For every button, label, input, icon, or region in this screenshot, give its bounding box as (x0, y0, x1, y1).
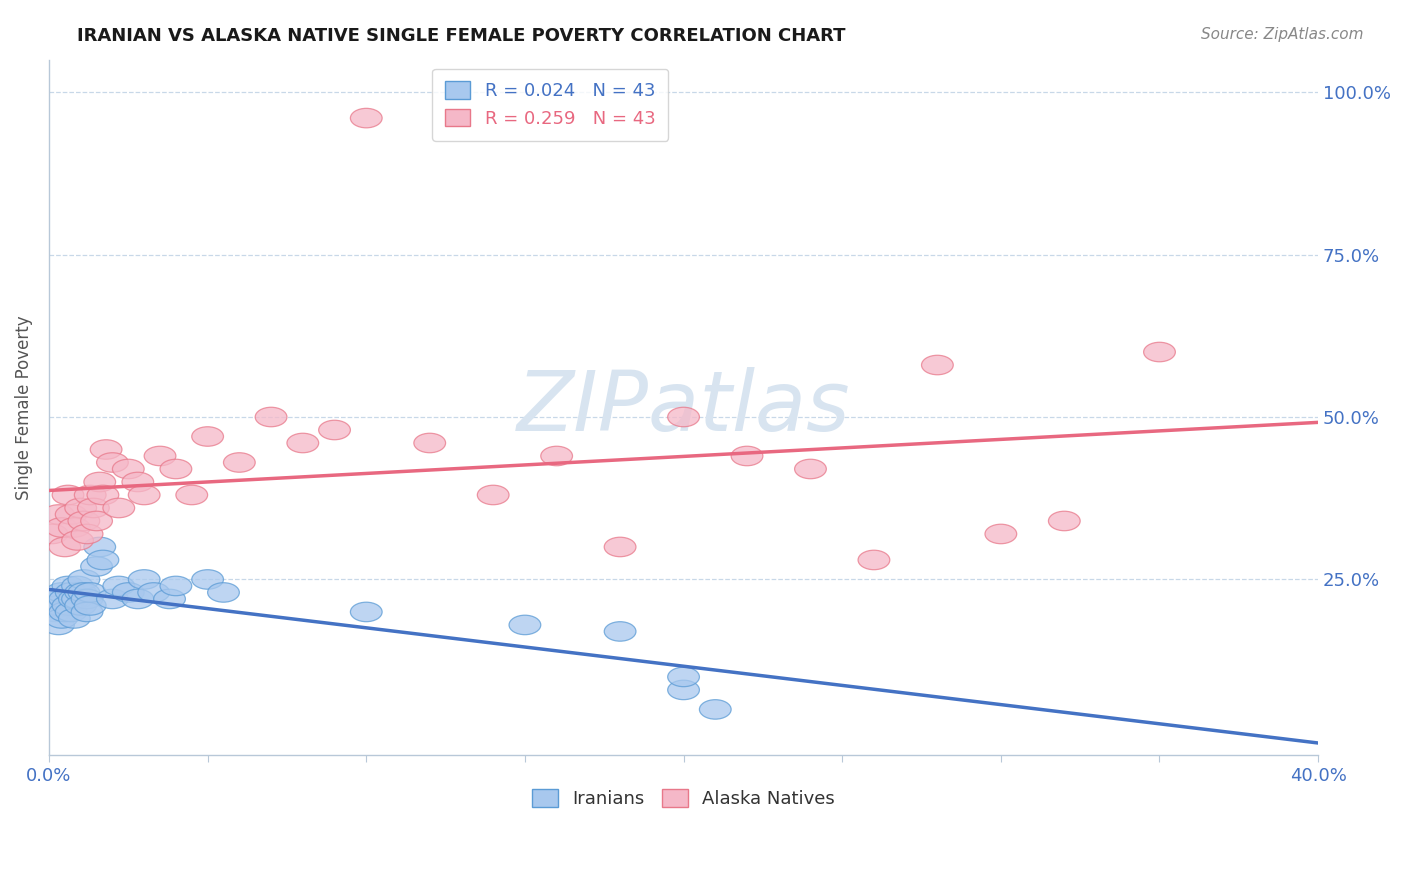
Ellipse shape (256, 408, 287, 426)
Ellipse shape (52, 576, 84, 596)
Ellipse shape (77, 499, 110, 517)
Ellipse shape (986, 524, 1017, 544)
Ellipse shape (75, 582, 105, 602)
Ellipse shape (87, 485, 118, 505)
Ellipse shape (208, 582, 239, 602)
Ellipse shape (49, 590, 80, 608)
Ellipse shape (794, 459, 827, 479)
Ellipse shape (42, 596, 75, 615)
Ellipse shape (72, 602, 103, 622)
Ellipse shape (731, 446, 763, 466)
Ellipse shape (72, 524, 103, 544)
Ellipse shape (122, 472, 153, 491)
Ellipse shape (84, 472, 115, 491)
Y-axis label: Single Female Poverty: Single Female Poverty (15, 315, 32, 500)
Ellipse shape (80, 557, 112, 576)
Ellipse shape (52, 596, 84, 615)
Ellipse shape (858, 550, 890, 570)
Ellipse shape (103, 499, 135, 517)
Ellipse shape (128, 485, 160, 505)
Ellipse shape (160, 576, 191, 596)
Ellipse shape (37, 524, 67, 544)
Ellipse shape (55, 505, 87, 524)
Ellipse shape (191, 426, 224, 446)
Ellipse shape (1049, 511, 1080, 531)
Ellipse shape (46, 582, 77, 602)
Ellipse shape (75, 485, 105, 505)
Ellipse shape (55, 602, 87, 622)
Ellipse shape (90, 440, 122, 459)
Ellipse shape (62, 576, 93, 596)
Ellipse shape (97, 453, 128, 472)
Ellipse shape (37, 590, 67, 608)
Ellipse shape (49, 537, 80, 557)
Ellipse shape (67, 582, 100, 602)
Ellipse shape (176, 485, 208, 505)
Ellipse shape (103, 576, 135, 596)
Ellipse shape (668, 408, 699, 426)
Ellipse shape (350, 108, 382, 128)
Ellipse shape (62, 531, 93, 550)
Ellipse shape (287, 434, 319, 453)
Ellipse shape (160, 459, 191, 479)
Ellipse shape (75, 596, 105, 615)
Ellipse shape (128, 570, 160, 590)
Ellipse shape (49, 602, 80, 622)
Ellipse shape (138, 582, 170, 602)
Ellipse shape (52, 485, 84, 505)
Ellipse shape (87, 550, 118, 570)
Ellipse shape (668, 667, 699, 687)
Ellipse shape (65, 596, 97, 615)
Ellipse shape (46, 608, 77, 628)
Ellipse shape (605, 622, 636, 641)
Ellipse shape (55, 582, 87, 602)
Ellipse shape (112, 459, 145, 479)
Ellipse shape (59, 517, 90, 537)
Ellipse shape (97, 590, 128, 608)
Ellipse shape (350, 602, 382, 622)
Ellipse shape (1143, 343, 1175, 362)
Ellipse shape (67, 570, 100, 590)
Text: Source: ZipAtlas.com: Source: ZipAtlas.com (1201, 27, 1364, 42)
Ellipse shape (509, 615, 541, 635)
Ellipse shape (42, 505, 75, 524)
Ellipse shape (191, 570, 224, 590)
Ellipse shape (224, 453, 256, 472)
Ellipse shape (319, 420, 350, 440)
Ellipse shape (921, 355, 953, 375)
Ellipse shape (62, 590, 93, 608)
Ellipse shape (72, 590, 103, 608)
Ellipse shape (477, 485, 509, 505)
Ellipse shape (122, 590, 153, 608)
Ellipse shape (65, 582, 97, 602)
Ellipse shape (42, 615, 75, 635)
Text: ZIPatlas: ZIPatlas (517, 367, 851, 448)
Ellipse shape (84, 537, 115, 557)
Ellipse shape (46, 517, 77, 537)
Ellipse shape (59, 608, 90, 628)
Ellipse shape (605, 537, 636, 557)
Ellipse shape (668, 681, 699, 699)
Ellipse shape (153, 590, 186, 608)
Ellipse shape (80, 511, 112, 531)
Ellipse shape (699, 699, 731, 719)
Ellipse shape (67, 511, 100, 531)
Ellipse shape (541, 446, 572, 466)
Ellipse shape (145, 446, 176, 466)
Ellipse shape (59, 590, 90, 608)
Text: IRANIAN VS ALASKA NATIVE SINGLE FEMALE POVERTY CORRELATION CHART: IRANIAN VS ALASKA NATIVE SINGLE FEMALE P… (77, 27, 846, 45)
Ellipse shape (112, 582, 145, 602)
Legend: Iranians, Alaska Natives: Iranians, Alaska Natives (524, 782, 842, 815)
Ellipse shape (39, 602, 72, 622)
Ellipse shape (65, 499, 97, 517)
Ellipse shape (413, 434, 446, 453)
